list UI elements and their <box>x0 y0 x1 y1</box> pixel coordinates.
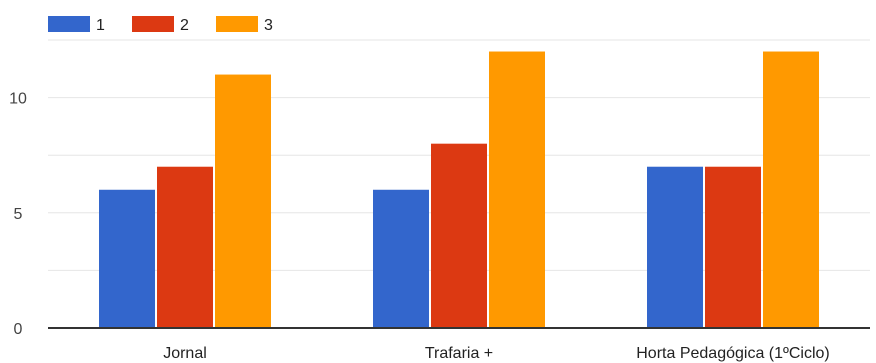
bar-series-1-2 <box>373 189 429 328</box>
bar-series-2-2 <box>431 143 487 328</box>
legend-label-1: 1 <box>96 17 105 34</box>
bar-series-3-1 <box>215 74 271 328</box>
legend-swatch-2 <box>132 16 174 32</box>
x-axis-labels: Jornal Trafaria + Horta Pedagógica (1ºCicl… <box>163 345 830 362</box>
legend: 1 2 3 <box>48 16 273 34</box>
bar-series-3-2 <box>489 51 545 329</box>
y-axis-ticks: 0 5 10 <box>9 91 27 338</box>
bars <box>99 51 819 329</box>
bar-series-3-3 <box>763 51 819 329</box>
y-tick-label: 0 <box>14 321 23 338</box>
y-tick-label: 10 <box>9 91 27 108</box>
legend-swatch-3 <box>216 16 258 32</box>
bar-series-1-1 <box>99 189 155 328</box>
legend-swatch-1 <box>48 16 90 32</box>
legend-label-3: 3 <box>264 17 273 34</box>
bar-series-2-1 <box>157 166 213 328</box>
x-category-label: Horta Pedagógica (1ºCiclo) <box>636 345 830 362</box>
x-category-label: Jornal <box>163 345 207 362</box>
bar-series-2-3 <box>705 166 761 328</box>
y-tick-label: 5 <box>14 206 23 223</box>
bar-series-1-3 <box>647 166 703 328</box>
x-category-label: Trafaria + <box>425 345 493 362</box>
legend-label-2: 2 <box>180 17 189 34</box>
